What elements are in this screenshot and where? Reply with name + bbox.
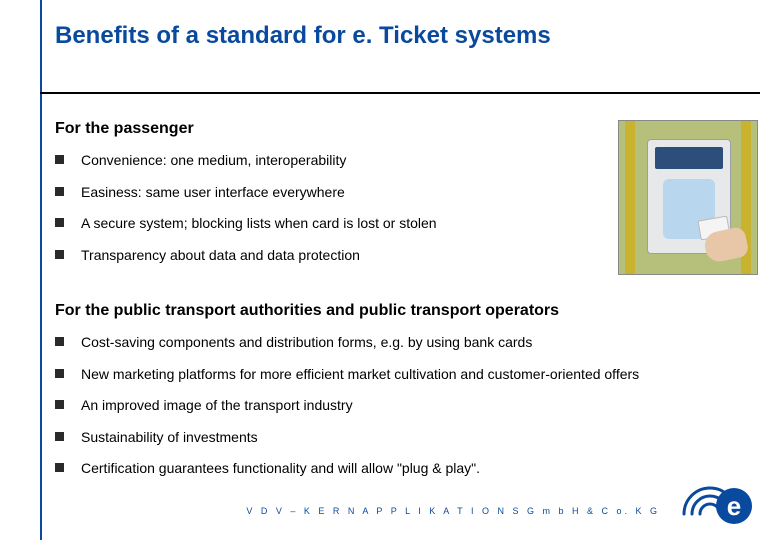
list-item-text: Easiness: same user interface everywhere: [81, 184, 345, 200]
list-item-text: Cost-saving components and distribution …: [81, 334, 532, 350]
svg-text:e: e: [727, 491, 741, 521]
list-item-text: Convenience: one medium, interoperabilit…: [81, 152, 346, 168]
list-item: Convenience: one medium, interoperabilit…: [55, 152, 755, 170]
bullet-square-icon: [55, 432, 64, 441]
list-item: Sustainability of investments: [55, 429, 755, 447]
bullet-square-icon: [55, 463, 64, 472]
list-item-text: New marketing platforms for more efficie…: [81, 366, 639, 382]
bullet-square-icon: [55, 155, 64, 164]
list-item: A secure system; blocking lists when car…: [55, 215, 755, 233]
list-item-text: An improved image of the transport indus…: [81, 397, 353, 413]
list-item: Transparency about data and data protect…: [55, 247, 755, 265]
list-item: Easiness: same user interface everywhere: [55, 184, 755, 202]
bullet-square-icon: [55, 337, 64, 346]
e-logo-icon: e: [674, 470, 764, 532]
list-item: An improved image of the transport indus…: [55, 397, 755, 415]
section2-heading: For the public transport authorities and…: [55, 302, 755, 320]
bullet-square-icon: [55, 250, 64, 259]
content-area: For the passenger Convenience: one mediu…: [55, 120, 755, 492]
slide-title: Benefits of a standard for e. Ticket sys…: [55, 22, 551, 50]
section2-list: Cost-saving components and distribution …: [55, 334, 755, 478]
bullet-square-icon: [55, 218, 64, 227]
list-item: Cost-saving components and distribution …: [55, 334, 755, 352]
bullet-square-icon: [55, 187, 64, 196]
section1-heading: For the passenger: [55, 120, 755, 138]
section1-list: Convenience: one medium, interoperabilit…: [55, 152, 755, 264]
slide: Benefits of a standard for e. Ticket sys…: [0, 0, 780, 540]
list-item-text: Transparency about data and data protect…: [81, 247, 360, 263]
list-item-text: A secure system; blocking lists when car…: [81, 215, 437, 231]
list-item-text: Certification guarantees functionality a…: [81, 460, 480, 476]
bullet-square-icon: [55, 400, 64, 409]
bullet-square-icon: [55, 369, 64, 378]
footer-org-text: V D V – K E R N A P P L I K A T I O N S …: [246, 506, 660, 516]
list-item: New marketing platforms for more efficie…: [55, 366, 755, 384]
list-item: Certification guarantees functionality a…: [55, 460, 755, 478]
left-vertical-rule: [40, 0, 42, 540]
title-underline-rule: [40, 92, 760, 94]
list-item-text: Sustainability of investments: [81, 429, 258, 445]
